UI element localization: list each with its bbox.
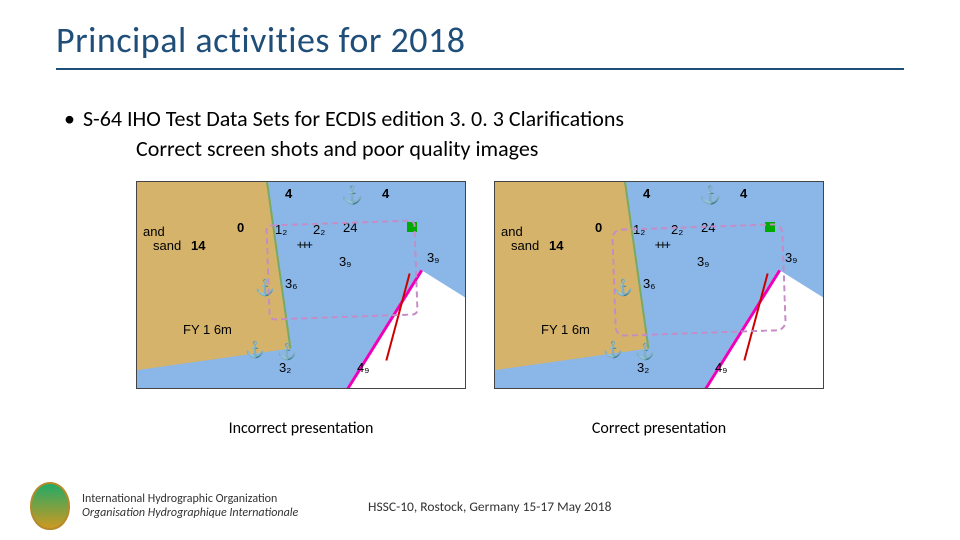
bullet-level1: • S-64 IHO Test Data Sets for ECDIS edit… bbox=[64, 104, 904, 134]
seabed-label: and bbox=[143, 224, 165, 239]
footer-venue: HSSC-10, Rostock, Germany 15-17 May 2018 bbox=[368, 498, 611, 515]
bullet-marker: • bbox=[64, 104, 75, 134]
footer-org: International Hydrographic Organization … bbox=[82, 492, 298, 521]
depth-label: 4 bbox=[740, 186, 747, 201]
slide-root: Principal activities for 2018 • S-64 IHO… bbox=[0, 0, 960, 540]
footer-org-en: International Hydrographic Organization bbox=[82, 492, 298, 506]
bullet-level2: Correct screen shots and poor quality im… bbox=[136, 134, 904, 164]
depth-label: 4₉ bbox=[357, 360, 369, 375]
depth-label: 3₉ bbox=[427, 250, 439, 265]
depth-label: 3₂ bbox=[279, 360, 291, 375]
area-boundary-incorrect bbox=[265, 220, 418, 321]
depth-label: 4₉ bbox=[715, 360, 727, 375]
anchorage-icon: ⚓ bbox=[277, 342, 297, 362]
depth-label: 0 bbox=[595, 220, 602, 235]
footer-org-fr: Organisation Hydrographique Internationa… bbox=[82, 506, 298, 520]
depth-label: 14 bbox=[549, 238, 563, 253]
yellow-buoy-icon bbox=[167, 318, 177, 332]
depth-label: 3₂ bbox=[637, 360, 649, 375]
caption-correct: Correct presentation bbox=[494, 419, 824, 438]
page-title: Principal activities for 2018 bbox=[56, 18, 904, 70]
depth-label: 0 bbox=[237, 220, 244, 235]
depth-label: 4 bbox=[643, 186, 650, 201]
iho-logo-icon bbox=[30, 482, 70, 530]
depth-label: 4 bbox=[382, 186, 389, 201]
anchorage-icon: ⚓ bbox=[603, 340, 623, 360]
depth-label: 14 bbox=[191, 238, 205, 253]
bullet-level1-text: S-64 IHO Test Data Sets for ECDIS editio… bbox=[83, 104, 624, 134]
chart-wrap-incorrect: 4 4 ⚓ 0 and sand 14 1₂ 2₂ 24 +++ 3₉ 3₉ 3… bbox=[136, 181, 466, 438]
charts-row: 4 4 ⚓ 0 and sand 14 1₂ 2₂ 24 +++ 3₉ 3₉ 3… bbox=[56, 181, 904, 438]
light-label: FY 1 6m bbox=[183, 322, 232, 337]
seabed-label: sand bbox=[153, 238, 181, 253]
light-label: FY 1 6m bbox=[541, 322, 590, 337]
bullet-list: • S-64 IHO Test Data Sets for ECDIS edit… bbox=[64, 104, 904, 163]
caption-incorrect: Incorrect presentation bbox=[136, 419, 466, 438]
seabed-label: sand bbox=[511, 238, 539, 253]
yellow-buoy-icon bbox=[525, 318, 535, 332]
anchor-icon: ⚓ bbox=[341, 184, 363, 206]
area-boundary-correct bbox=[611, 223, 787, 337]
chart-incorrect: 4 4 ⚓ 0 and sand 14 1₂ 2₂ 24 +++ 3₉ 3₉ 3… bbox=[136, 181, 466, 389]
depth-label: 3₉ bbox=[785, 250, 797, 265]
footer: International Hydrographic Organization … bbox=[0, 482, 960, 530]
anchor-icon: ⚓ bbox=[699, 184, 721, 206]
anchorage-icon: ⚓ bbox=[635, 342, 655, 362]
anchorage-icon: ⚓ bbox=[245, 340, 265, 360]
chart-correct: 4 4 ⚓ 0 and sand 14 1₂ 2₂ 24 +++ 3₉ 3₉ 3… bbox=[494, 181, 824, 389]
depth-label: 4 bbox=[285, 186, 292, 201]
seabed-label: and bbox=[501, 224, 523, 239]
chart-wrap-correct: 4 4 ⚓ 0 and sand 14 1₂ 2₂ 24 +++ 3₉ 3₉ 3… bbox=[494, 181, 824, 438]
